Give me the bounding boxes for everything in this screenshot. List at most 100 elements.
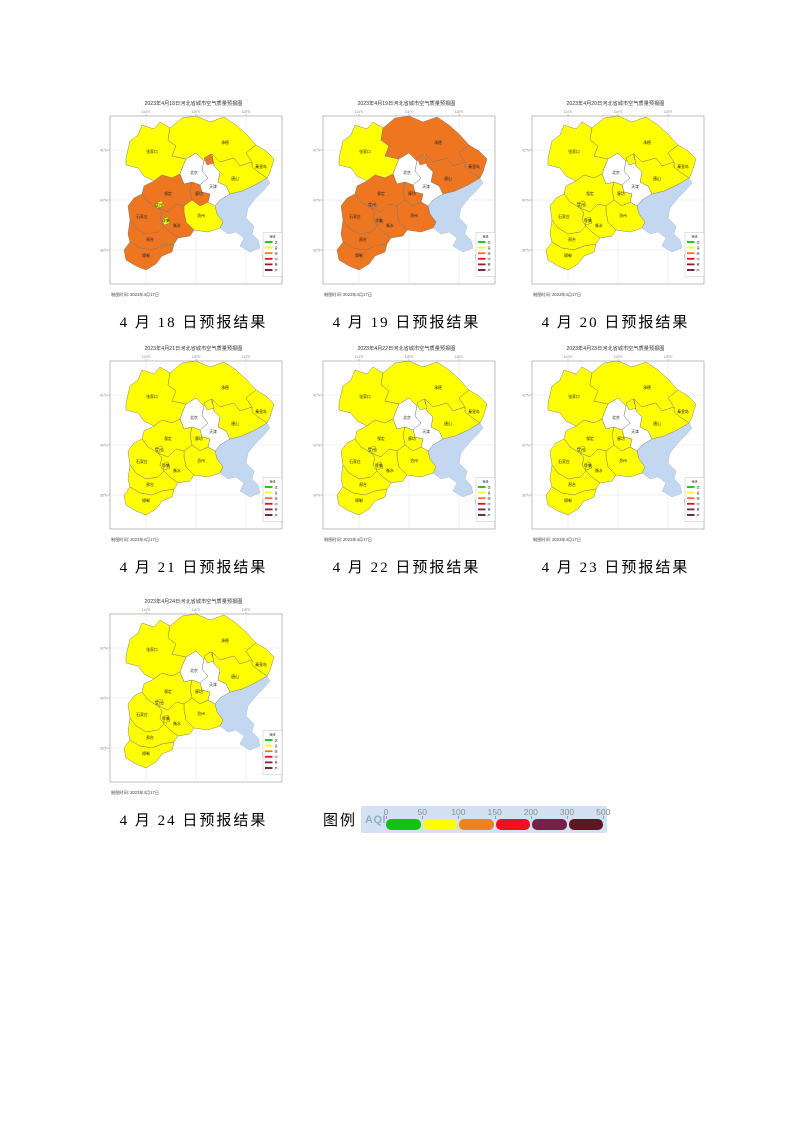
map-caption: 4 月 24 日预报结果 (119, 813, 268, 829)
city-label-handan: 邯郸 (355, 498, 363, 503)
aqi-tick-mark (494, 816, 496, 819)
axis-label-top: 116°E (613, 355, 623, 359)
legend-label: 图例 (323, 813, 358, 829)
city-label-langfang: 廊坊 (195, 436, 203, 441)
axis-label-top: 118°E (454, 110, 464, 114)
region-handan (545, 486, 597, 516)
axis-label-top: 116°E (191, 355, 201, 359)
city-label-tangshan: 唐山 (231, 674, 239, 679)
axis-label-left: 38°N (100, 746, 108, 750)
city-label-tianjin: 天津 (631, 184, 639, 189)
city-label-langfang: 廊坊 (617, 436, 625, 441)
city-label-handan: 邯郸 (142, 751, 150, 756)
city-label-dingzhou: 定州 (368, 202, 376, 207)
map-figure: 2023年4月19日河北省城市空气质量预报图 114°E 116°E 118°E 42°… (313, 99, 496, 298)
map-legend-item-label: 优 (488, 484, 491, 489)
region-dingzhou (154, 445, 165, 454)
forecast-map-panel: 2023年4月18日河北省城市空气质量预报图 114°E 116°E 118°E 42°… (97, 95, 290, 305)
city-label-hengshui: 衡水 (386, 223, 394, 228)
city-label-hengshui: 衡水 (173, 721, 181, 726)
axis-label-left: 38°N (522, 493, 530, 497)
map-legend-header: 等级 (482, 479, 488, 484)
map-caption: 4 月 22 日预报结果 (332, 560, 481, 576)
region-xinji (583, 216, 593, 226)
region-handan (123, 241, 175, 271)
map-legend-box (684, 477, 705, 522)
map-title: 2023年4月19日河北省城市空气质量预报图 (357, 99, 455, 107)
axis-label-left: 40°N (100, 696, 108, 700)
city-label-xinji: 辛集 (375, 463, 383, 468)
map-legend-header: 等级 (482, 234, 488, 239)
city-label-qinhuangdao: 秦皇岛 (677, 409, 689, 414)
axis-label-top: 116°E (404, 110, 414, 114)
city-label-shijiazhuang: 石家庄 (349, 214, 361, 219)
city-label-beijing: 北京 (190, 170, 198, 175)
city-label-tangshan: 唐山 (444, 421, 452, 426)
map-legend-item-label: 优 (697, 484, 700, 489)
city-label-xinji: 辛集 (162, 463, 170, 468)
map-legend-item-label: 优 (697, 239, 700, 244)
map-title: 2023年4月23日河北省城市空气质量预报图 (566, 344, 664, 352)
city-label-hengshui: 衡水 (173, 468, 181, 473)
map-legend-item-label: 优 (275, 484, 278, 489)
axis-label-top: 116°E (191, 110, 201, 114)
forecast-map-panel: 2023年4月21日河北省城市空气质量预报图 114°E 116°E 118°E 42°… (97, 340, 290, 550)
map-legend-item-label: 重 (697, 262, 700, 267)
aqi-tick-mark (422, 816, 424, 819)
city-label-dingzhou: 定州 (155, 447, 163, 452)
map-footer-timestamp: 制图时间: 2023年4月17日 (111, 789, 159, 796)
city-label-tianjin: 天津 (422, 184, 430, 189)
map-legend-header: 等级 (269, 479, 275, 484)
map-figure: 2023年4月18日河北省城市空气质量预报图 114°E 116°E 118°E 42°… (100, 99, 283, 298)
map-caption: 4 月 23 日预报结果 (541, 560, 690, 576)
city-label-chengde: 承德 (221, 385, 229, 390)
region-xinji (583, 461, 593, 471)
city-label-qinhuangdao: 秦皇岛 (255, 409, 267, 414)
aqi-tick-label: 50 (417, 807, 427, 817)
region-langfang_exclave (416, 153, 428, 166)
map-legend-item-label: 中 (697, 501, 700, 506)
region-langfang_exclave (203, 651, 215, 664)
region-xinji (161, 714, 171, 724)
region-hengshui (370, 448, 408, 484)
aqi-color-segment (495, 819, 531, 830)
map-legend-header: 等级 (691, 234, 697, 239)
city-label-baoding: 保定 (377, 191, 385, 196)
city-label-cangzhou: 沧州 (197, 213, 205, 218)
city-label-qinhuangdao: 秦皇岛 (468, 164, 480, 169)
map-legend-item-label: 中 (697, 256, 700, 261)
map-caption: 4 月 21 日预报结果 (119, 560, 268, 576)
aqi-color-bar (386, 819, 604, 830)
city-label-xinji: 辛集 (162, 716, 170, 721)
city-label-xingtai: 邢台 (146, 482, 154, 487)
map-figure: 2023年4月23日河北省城市空气质量预报图 114°E 116°E 118°E 42°… (522, 344, 705, 543)
map-figure: 2023年4月20日河北省城市空气质量预报图 114°E 116°E 118°E 42°… (522, 99, 705, 298)
aqi-tick-label: 300 (559, 807, 575, 817)
region-dingzhou (367, 445, 378, 454)
aqi-color-segment (568, 819, 604, 830)
aqi-scale-box: AQI 0 50 100 150 200 300 500 (361, 806, 610, 833)
axis-label-top: 114°E (563, 355, 573, 359)
city-label-tianjin: 天津 (209, 429, 217, 434)
map-legend-item-label: 严 (275, 268, 278, 272)
city-label-hengshui: 衡水 (386, 468, 394, 473)
map-legend-item-label: 轻 (275, 496, 278, 501)
region-langfang_exclave (203, 398, 215, 411)
city-label-handan: 邯郸 (142, 498, 150, 503)
region-handan (336, 486, 388, 516)
map-figure: 2023年4月22日河北省城市空气质量预报图 114°E 116°E 118°E 42°… (313, 344, 496, 543)
map-footer-timestamp: 制图时间: 2023年4月17日 (324, 536, 372, 543)
axis-label-top: 118°E (241, 608, 251, 612)
city-label-xingtai: 邢台 (146, 237, 154, 242)
axis-label-top: 116°E (613, 110, 623, 114)
city-label-baoding: 保定 (586, 436, 594, 441)
region-dingzhou (154, 200, 165, 209)
aqi-tick-label: 100 (451, 807, 466, 817)
city-label-qinhuangdao: 秦皇岛 (677, 164, 689, 169)
city-label-dingzhou: 定州 (577, 447, 585, 452)
map-footer-timestamp: 制图时间: 2023年4月17日 (533, 291, 581, 298)
city-label-tangshan: 唐山 (653, 176, 661, 181)
city-label-tianjin: 天津 (209, 184, 217, 189)
map-caption: 4 月 19 日预报结果 (332, 315, 481, 331)
map-legend-item-label: 严 (697, 268, 700, 272)
